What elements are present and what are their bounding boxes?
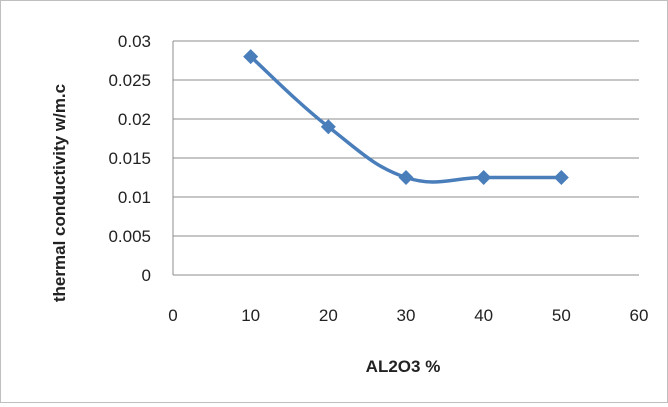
y-tick-label: 0.025	[108, 71, 151, 90]
x-tick-labels: 0 10 20 30 40 50 60	[168, 306, 648, 325]
y-tick-label: 0.02	[118, 110, 151, 129]
axes	[172, 41, 639, 276]
data-point-marker	[553, 170, 569, 185]
grid-lines	[173, 40, 639, 237]
y-tick-label: 0.01	[118, 188, 151, 207]
y-tick-label: 0.015	[108, 149, 151, 168]
x-axis-title: AL2O3 %	[366, 357, 441, 376]
y-tick-label: 0.03	[118, 32, 151, 51]
x-tick-label: 50	[552, 306, 571, 325]
x-tick-label: 60	[630, 306, 649, 325]
data-point-marker	[476, 170, 492, 185]
x-tick-label: 10	[241, 306, 260, 325]
y-axis-title: thermal conductivity w/m.c	[50, 84, 69, 302]
y-tick-labels: 0 0.005 0.01 0.015 0.02 0.025 0.03	[108, 32, 151, 285]
data-point-marker	[398, 170, 414, 185]
series-group	[243, 49, 569, 185]
y-tick-label: 0	[142, 266, 151, 285]
x-tick-label: 30	[397, 306, 416, 325]
data-point-marker	[320, 119, 336, 135]
x-tick-label: 20	[319, 306, 338, 325]
x-tick-label: 0	[168, 306, 177, 325]
data-point-marker	[243, 49, 259, 65]
y-tick-label: 0.005	[108, 227, 151, 246]
x-tick-label: 40	[474, 306, 493, 325]
